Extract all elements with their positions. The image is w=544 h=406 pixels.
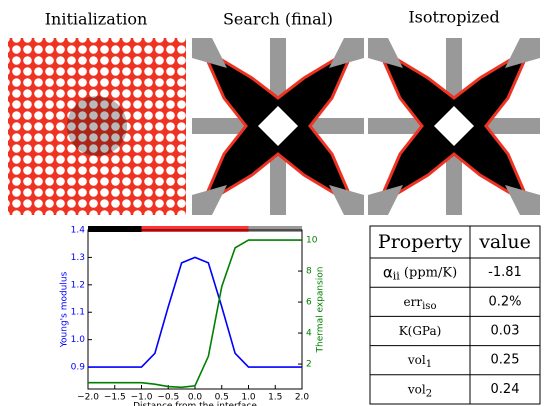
property-name: erriso bbox=[404, 294, 437, 311]
property-main: α bbox=[383, 263, 393, 281]
region-bar bbox=[141, 226, 249, 232]
property-sub: 2 bbox=[426, 388, 432, 399]
y2-tick-label: 8 bbox=[306, 267, 312, 277]
y-tick-label: 1.3 bbox=[71, 253, 85, 263]
series-line bbox=[88, 256, 302, 368]
region-bar bbox=[88, 226, 142, 232]
table-header: value bbox=[478, 231, 531, 253]
x-tick-label: 0.0 bbox=[188, 393, 203, 403]
y-axis-label: Young's modulus bbox=[60, 271, 70, 348]
panel-title: Isotropized bbox=[408, 8, 499, 27]
property-main: vol bbox=[407, 353, 426, 367]
y2-tick-label: 6 bbox=[306, 298, 312, 308]
property-value: -1.81 bbox=[488, 265, 522, 280]
panel-title: Initialization bbox=[45, 10, 148, 29]
initial-structure bbox=[8, 38, 186, 215]
y2-tick-label: 2 bbox=[306, 360, 312, 370]
panel-title: Search (final) bbox=[223, 10, 333, 29]
y2-axis-label: Thermal expansion bbox=[316, 267, 326, 354]
property-sub: 1 bbox=[426, 359, 432, 370]
x-tick-label: 2.0 bbox=[295, 393, 310, 403]
property-value: 0.24 bbox=[491, 382, 520, 397]
series-line bbox=[88, 239, 302, 389]
x-tick-label: 1.5 bbox=[268, 393, 282, 403]
x-tick-label: −1.5 bbox=[104, 393, 126, 403]
property-name: vol1 bbox=[407, 353, 432, 370]
y-tick-label: 1.4 bbox=[71, 226, 86, 236]
x-tick-label: −1.0 bbox=[131, 393, 153, 403]
property-value: 0.2% bbox=[488, 294, 521, 309]
property-value: 0.03 bbox=[491, 324, 520, 339]
y-tick-label: 0.9 bbox=[71, 363, 86, 373]
y-tick-label: 1.0 bbox=[71, 335, 86, 345]
x-tick-label: −0.5 bbox=[157, 393, 179, 403]
region-bar bbox=[248, 226, 302, 232]
y-tick-label: 1.2 bbox=[71, 280, 85, 290]
property-main: vol bbox=[407, 382, 426, 396]
property-main: K(GPa) bbox=[399, 324, 442, 338]
property-name: K(GPa) bbox=[399, 324, 442, 338]
property-name: vol2 bbox=[407, 382, 432, 399]
table-header: Property bbox=[378, 231, 462, 253]
x-tick-label: 0.5 bbox=[215, 393, 229, 403]
y-tick-label: 1.1 bbox=[71, 308, 85, 318]
y2-tick-label: 4 bbox=[306, 329, 312, 339]
property-main: err bbox=[404, 294, 423, 308]
final-structure bbox=[190, 36, 366, 217]
y2-tick-label: 10 bbox=[306, 236, 318, 246]
x-axis-label: Distance from the interface bbox=[133, 402, 257, 406]
x-tick-label: −2.0 bbox=[77, 393, 99, 403]
property-name: αii (ppm/K) bbox=[383, 263, 457, 283]
initial-core bbox=[67, 96, 127, 156]
property-value: 0.25 bbox=[491, 353, 520, 368]
plot-frame bbox=[87, 229, 303, 390]
property-sub: ii bbox=[393, 270, 401, 283]
x-tick-label: 1.0 bbox=[241, 393, 256, 403]
property-after: (ppm/K) bbox=[400, 265, 457, 280]
table-frame bbox=[369, 225, 541, 405]
isotropized-structure bbox=[366, 36, 542, 217]
property-sub: iso bbox=[422, 300, 436, 311]
